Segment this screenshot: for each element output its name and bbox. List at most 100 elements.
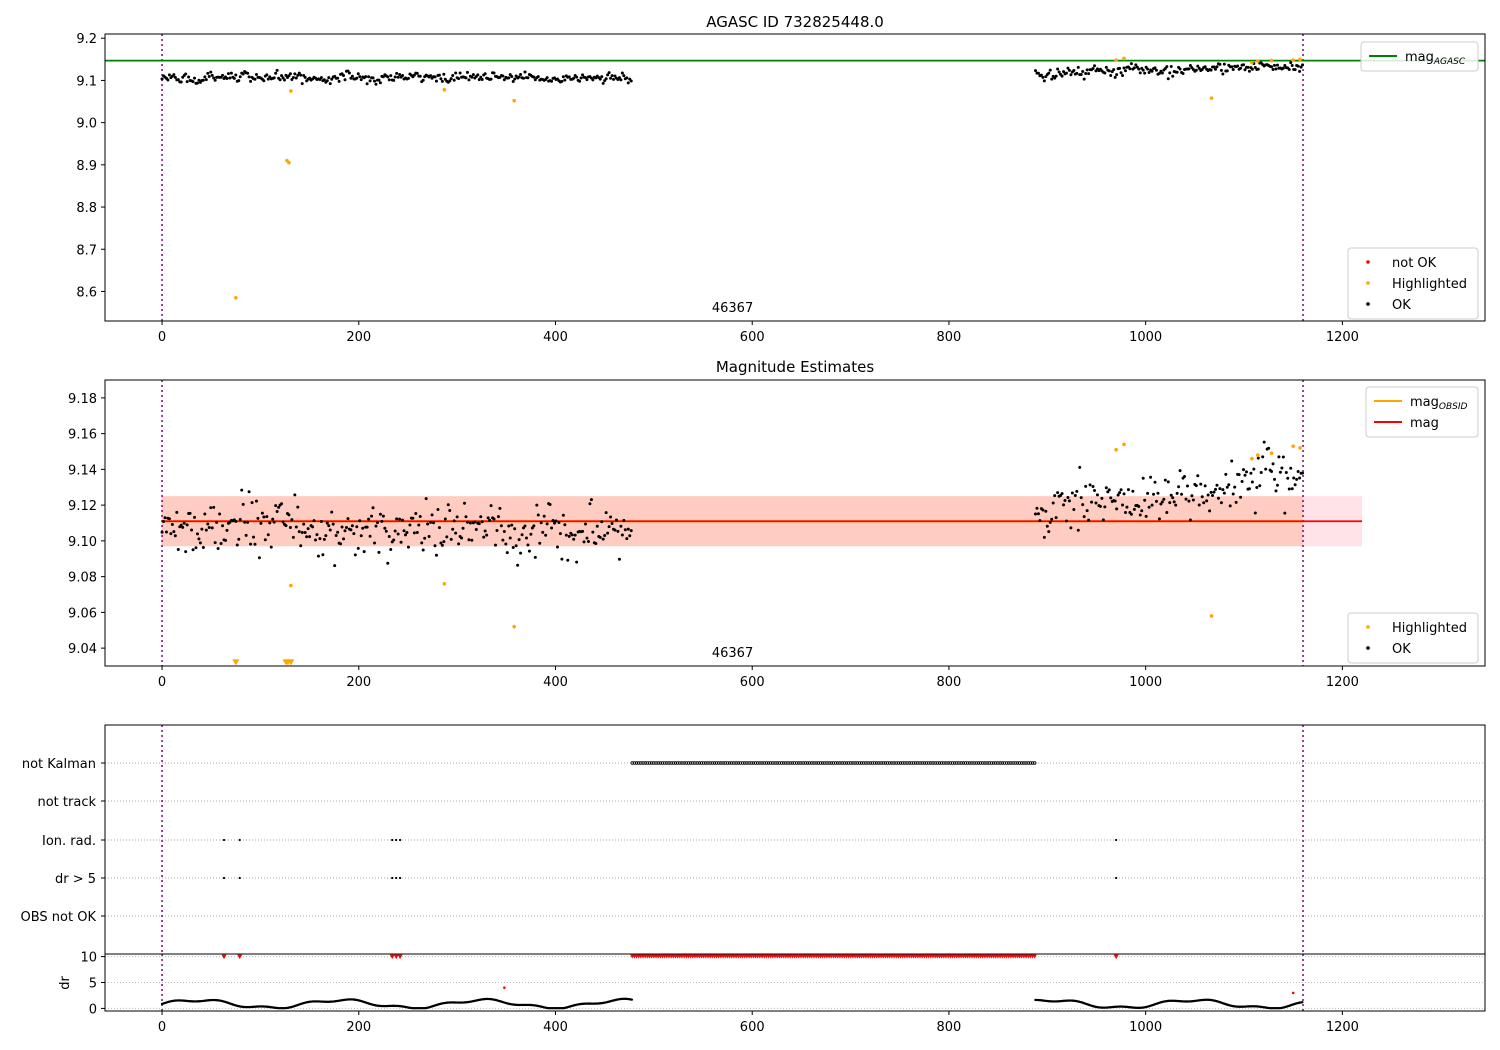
y-tick-label: 5 xyxy=(89,977,97,992)
ok-point xyxy=(1050,517,1054,521)
ok-point xyxy=(1194,484,1198,488)
ok-point xyxy=(1042,535,1046,539)
ok-point xyxy=(581,73,585,77)
flag-point xyxy=(820,761,825,765)
dr-clipped-marker xyxy=(1032,954,1037,959)
ok-point xyxy=(347,71,351,75)
ok-point xyxy=(303,530,307,534)
ok-point xyxy=(1047,530,1051,534)
ok-point xyxy=(560,79,564,83)
ok-point xyxy=(532,75,536,79)
flag-point xyxy=(680,761,684,765)
ok-point xyxy=(600,75,604,79)
ok-point xyxy=(1149,475,1153,479)
highlighted-point xyxy=(1255,453,1260,457)
ok-point xyxy=(464,515,468,519)
ok-point xyxy=(325,79,329,83)
ok-point xyxy=(530,526,534,530)
flag-point xyxy=(805,761,810,765)
ok-point xyxy=(252,535,256,539)
ok-point xyxy=(495,529,499,533)
ok-point xyxy=(237,537,241,541)
ok-point xyxy=(237,79,241,83)
ok-point xyxy=(480,78,484,82)
ok-point xyxy=(1103,505,1107,509)
ok-point xyxy=(421,548,425,552)
ok-point xyxy=(589,498,593,502)
highlighted-point xyxy=(1298,57,1302,62)
ok-point xyxy=(1152,492,1156,496)
flag-point xyxy=(866,761,870,765)
ok-point xyxy=(432,521,436,525)
flag-point xyxy=(870,761,875,765)
ok-point xyxy=(1287,487,1291,491)
below-range-marker xyxy=(232,659,240,666)
flag-point xyxy=(667,761,671,765)
flag-category-label: dr > 5 xyxy=(55,872,96,887)
flag-point xyxy=(753,761,758,765)
dr-clipped-marker xyxy=(237,954,243,960)
ok-point xyxy=(1273,477,1277,481)
panel1-title: AGASC ID 732825448.0 xyxy=(706,13,884,31)
ok-point xyxy=(1087,518,1091,522)
flag-point xyxy=(961,761,965,765)
ok-point xyxy=(368,79,372,83)
flag-point xyxy=(784,761,788,765)
x-tick-label: 200 xyxy=(346,675,371,690)
flag-point xyxy=(998,761,1002,765)
ok-point xyxy=(371,506,375,510)
flag-point xyxy=(652,761,656,765)
flag-point xyxy=(660,761,665,765)
flag-point xyxy=(758,761,762,765)
ok-point xyxy=(440,79,444,83)
ok-point xyxy=(501,538,505,542)
flag-point xyxy=(885,761,890,765)
ok-point xyxy=(415,530,419,534)
ok-point xyxy=(609,76,613,80)
flag-point xyxy=(823,761,827,765)
flag-point xyxy=(714,761,719,765)
ok-point xyxy=(328,82,332,86)
ok-point xyxy=(1125,505,1129,509)
ok-point xyxy=(319,76,323,80)
ok-point xyxy=(1081,503,1085,507)
ok-point xyxy=(1231,67,1235,71)
ok-point xyxy=(454,71,458,75)
ok-point xyxy=(1073,494,1077,498)
flag-point xyxy=(643,761,647,765)
ok-point xyxy=(463,501,467,505)
y-tick-label: 9.2 xyxy=(76,32,97,47)
ok-point xyxy=(1194,68,1198,72)
ok-point xyxy=(1109,74,1113,78)
ok-point xyxy=(1209,68,1213,72)
ok-point xyxy=(604,511,608,515)
ok-point xyxy=(1185,484,1189,488)
ok-point xyxy=(1277,455,1281,459)
ok-point xyxy=(1160,71,1164,75)
ok-point xyxy=(1242,63,1246,67)
ok-point xyxy=(1157,517,1161,521)
ok-point xyxy=(247,490,251,494)
ok-point xyxy=(616,529,620,533)
ok-point xyxy=(606,73,610,77)
ok-point xyxy=(1087,72,1091,76)
ok-point xyxy=(299,544,303,548)
ok-point xyxy=(1146,491,1150,495)
ok-point xyxy=(1166,77,1170,81)
ok-point xyxy=(1289,466,1293,470)
ok-point xyxy=(293,72,297,76)
ok-point xyxy=(538,541,542,545)
ok-point xyxy=(1104,486,1108,490)
flag-point xyxy=(1026,761,1030,765)
ok-point xyxy=(259,521,263,525)
ok-point xyxy=(1290,487,1294,491)
ok-point xyxy=(190,528,194,532)
ok-point xyxy=(387,78,391,82)
ok-point xyxy=(1057,70,1061,74)
ok-point xyxy=(1178,67,1182,71)
ok-point xyxy=(1084,71,1088,75)
ok-point xyxy=(1146,67,1150,71)
highlighted-point xyxy=(1122,442,1126,447)
ok-point xyxy=(579,76,583,80)
